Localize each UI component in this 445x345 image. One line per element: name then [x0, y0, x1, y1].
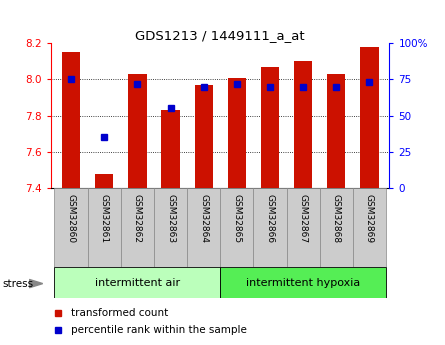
Bar [95, 174, 113, 188]
Text: GSM32865: GSM32865 [232, 194, 241, 243]
Bar [228, 78, 246, 188]
Text: stress: stress [2, 279, 33, 288]
Bar [220, 267, 386, 298]
Polygon shape [29, 279, 43, 288]
Bar [121, 188, 154, 267]
Bar [327, 74, 345, 188]
Bar [194, 85, 213, 188]
Bar [187, 188, 220, 267]
Text: GSM32861: GSM32861 [100, 194, 109, 243]
Text: GSM32860: GSM32860 [67, 194, 76, 243]
Bar [54, 267, 220, 298]
Bar [54, 188, 88, 267]
Bar [320, 188, 353, 267]
Text: GSM32868: GSM32868 [332, 194, 341, 243]
Text: percentile rank within the sample: percentile rank within the sample [72, 325, 247, 335]
Bar [287, 188, 320, 267]
Bar [220, 188, 254, 267]
Text: transformed count: transformed count [72, 308, 169, 318]
Bar [128, 74, 146, 188]
Bar [360, 47, 379, 188]
Bar [62, 52, 80, 188]
Bar [294, 61, 312, 188]
Bar [154, 188, 187, 267]
Text: intermittent hypoxia: intermittent hypoxia [246, 278, 360, 288]
Title: GDS1213 / 1449111_a_at: GDS1213 / 1449111_a_at [135, 29, 305, 42]
Bar [162, 110, 180, 188]
Bar [254, 188, 287, 267]
Text: GSM32862: GSM32862 [133, 194, 142, 243]
Text: GSM32869: GSM32869 [365, 194, 374, 243]
Bar [88, 188, 121, 267]
Bar [261, 67, 279, 188]
Text: GSM32864: GSM32864 [199, 194, 208, 243]
Text: GSM32866: GSM32866 [266, 194, 275, 243]
Text: GSM32863: GSM32863 [166, 194, 175, 243]
Text: GSM32867: GSM32867 [299, 194, 307, 243]
Text: intermittent air: intermittent air [95, 278, 180, 288]
Bar [353, 188, 386, 267]
